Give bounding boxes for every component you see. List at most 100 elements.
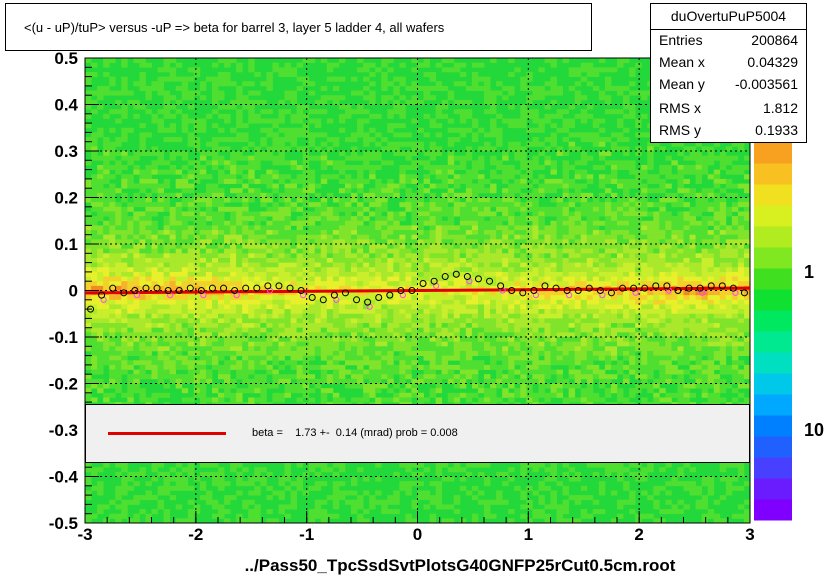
heatmap-cell <box>278 327 285 333</box>
heatmap-cell <box>490 104 497 110</box>
heatmap-cell <box>278 374 285 380</box>
heatmap-cell <box>242 355 249 361</box>
heatmap-cell <box>502 341 509 347</box>
heatmap-cell <box>338 239 346 245</box>
heatmap-cell <box>278 355 285 361</box>
heatmap-cell <box>538 392 545 398</box>
heatmap-cell <box>169 76 177 82</box>
heatmap-cell <box>242 299 249 305</box>
heatmap-cell <box>157 262 164 268</box>
heatmap-cell <box>278 192 285 198</box>
heatmap-cell <box>369 495 376 501</box>
heatmap-cell <box>103 304 110 310</box>
heatmap-cell <box>290 257 297 263</box>
heatmap-cell <box>91 62 98 68</box>
heatmap-cell <box>296 248 304 254</box>
heatmap-cell <box>290 95 297 101</box>
heatmap-cell <box>139 267 146 273</box>
heatmap-cell <box>248 58 255 64</box>
heatmap-cell <box>459 109 467 115</box>
heatmap-cell <box>453 234 461 240</box>
heatmap-cell <box>375 341 382 347</box>
heatmap-cell <box>381 192 388 198</box>
heatmap-cell <box>193 332 201 338</box>
heatmap-cell <box>97 132 104 138</box>
heatmap-cell <box>85 281 92 287</box>
heatmap-cell <box>357 513 364 519</box>
heatmap-cell <box>332 220 340 226</box>
heatmap-cell <box>308 295 316 301</box>
heatmap-cell <box>169 113 177 119</box>
heatmap-cell <box>490 248 497 254</box>
heatmap-cell <box>508 146 515 152</box>
heatmap-cell <box>453 257 461 263</box>
heatmap-cell <box>369 337 376 343</box>
heatmap-cell <box>357 495 364 501</box>
heatmap-cell <box>508 169 515 175</box>
heatmap-cell <box>526 197 533 203</box>
heatmap-cell <box>127 471 134 477</box>
heatmap-cell <box>538 239 545 245</box>
heatmap-cell <box>278 137 285 143</box>
heatmap-cell <box>484 76 491 82</box>
heatmap-cell <box>211 155 219 161</box>
heatmap-cell <box>85 123 92 129</box>
heatmap-cell <box>351 225 358 231</box>
heatmap-cell <box>357 90 364 96</box>
heatmap-cell <box>97 337 104 343</box>
heatmap-cell <box>326 304 334 310</box>
heatmap-cell <box>447 248 455 254</box>
heatmap-cell <box>187 364 195 370</box>
heatmap-cell <box>471 169 479 175</box>
heatmap-cell <box>435 355 443 361</box>
heatmap-cell <box>357 397 364 403</box>
heatmap-cell <box>236 132 243 138</box>
heatmap-cell <box>175 304 183 310</box>
heatmap-cell <box>91 267 98 273</box>
heatmap-cell <box>211 313 219 319</box>
heatmap-cell <box>254 397 261 403</box>
heatmap-cell <box>538 211 545 217</box>
heatmap-cell <box>163 225 171 231</box>
heatmap-cell <box>236 155 243 161</box>
heatmap-cell <box>187 141 195 147</box>
heatmap-cell <box>332 346 340 352</box>
heatmap-cell <box>363 337 370 343</box>
heatmap-cell <box>538 151 545 157</box>
heatmap-cell <box>260 230 267 236</box>
heatmap-cell <box>314 383 322 389</box>
heatmap-cell <box>254 262 261 268</box>
heatmap-cell <box>187 374 195 380</box>
heatmap-cell <box>387 178 394 184</box>
heatmap-cell <box>429 309 437 315</box>
heatmap-cell <box>508 183 515 189</box>
heatmap-cell <box>417 462 424 468</box>
heatmap-cell <box>508 58 515 64</box>
heatmap-cell <box>260 341 267 347</box>
heatmap-cell <box>381 295 388 301</box>
heatmap-cell <box>490 211 497 217</box>
heatmap-cell <box>320 346 328 352</box>
heatmap-cell <box>411 164 418 170</box>
heatmap-cell <box>520 160 527 166</box>
heatmap-cell <box>320 257 328 263</box>
heatmap-cell <box>211 304 219 310</box>
heatmap-cell <box>514 123 521 129</box>
heatmap-cell <box>441 313 449 319</box>
heatmap-cell <box>429 211 437 217</box>
heatmap-cell <box>490 58 497 64</box>
heatmap-cell <box>224 244 231 250</box>
heatmap-cell <box>133 309 140 315</box>
heatmap-cell <box>302 164 310 170</box>
heatmap-cell <box>459 192 467 198</box>
heatmap-cell <box>254 313 261 319</box>
heatmap-cell <box>121 355 128 361</box>
heatmap-cell <box>429 341 437 347</box>
heatmap-cell <box>344 262 352 268</box>
heatmap-cell <box>502 327 509 333</box>
heatmap-cell <box>193 253 201 259</box>
heatmap-cell <box>526 318 533 324</box>
heatmap-cell <box>236 262 243 268</box>
heatmap-cell <box>375 244 382 250</box>
heatmap-cell <box>109 151 116 157</box>
